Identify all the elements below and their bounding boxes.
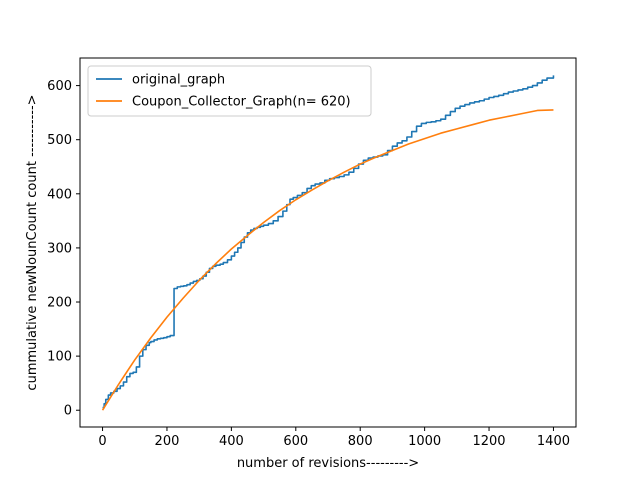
legend: original_graph Coupon_Collector_Graph(n=… xyxy=(87,65,372,117)
x-tick-label: 800 xyxy=(348,434,373,449)
series-line-0 xyxy=(102,75,555,409)
y-tick-label: 600 xyxy=(47,79,72,94)
legend-box xyxy=(87,65,372,117)
x-tick-label: 200 xyxy=(155,434,180,449)
y-axis-label: cummulative newNounCount count ---------… xyxy=(25,94,40,390)
series-line-1 xyxy=(101,109,554,411)
x-axis-label: number of revisions---------> xyxy=(237,456,419,471)
y-tick-label: 100 xyxy=(47,350,72,365)
legend-label-coupon-collector: Coupon_Collector_Graph(n= 620) xyxy=(132,95,351,110)
axes-frame xyxy=(79,57,577,428)
x-tick-label: 600 xyxy=(283,434,308,449)
x-ticks: 0 200 400 600 800 1000 1200 1400 xyxy=(98,427,570,449)
x-tick-label: 1200 xyxy=(472,434,505,449)
y-tick-label: 500 xyxy=(47,133,72,148)
y-tick-label: 400 xyxy=(47,187,72,202)
y-tick-label: 300 xyxy=(47,241,72,256)
y-ticks: 0 100 200 300 400 500 600 xyxy=(47,79,80,419)
x-tick-label: 400 xyxy=(219,434,244,449)
series-layer xyxy=(101,75,555,411)
y-tick-label: 0 xyxy=(64,404,72,419)
legend-label-original-graph: original_graph xyxy=(132,73,225,88)
x-tick-label: 1400 xyxy=(537,434,570,449)
x-tick-label: 1000 xyxy=(408,434,441,449)
y-tick-label: 200 xyxy=(47,296,72,311)
x-tick-label: 0 xyxy=(98,434,106,449)
